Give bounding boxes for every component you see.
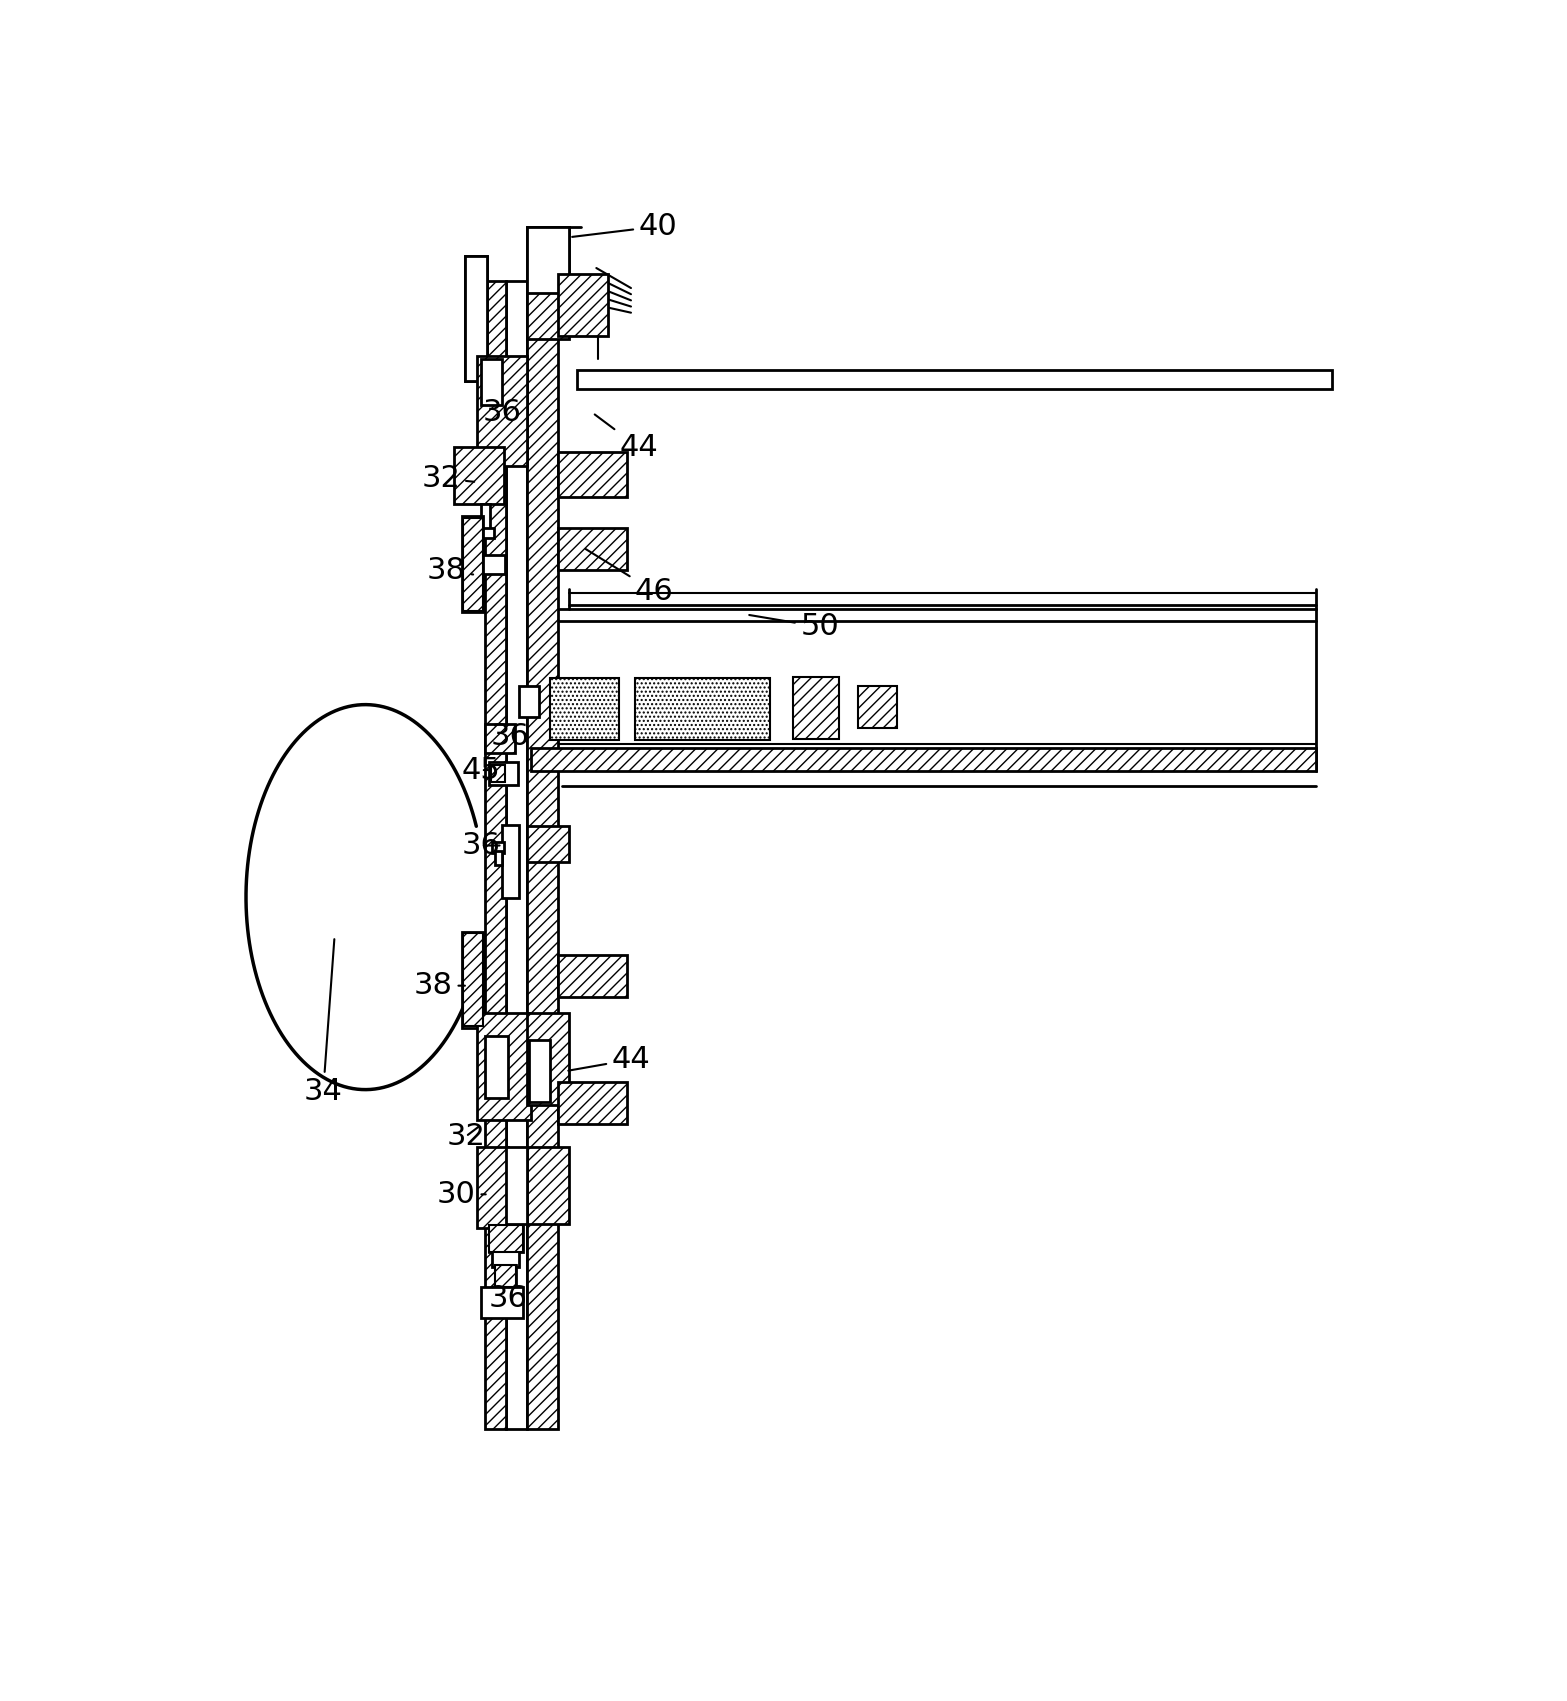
Text: 38: 38: [414, 971, 465, 1000]
Bar: [489, 1225, 523, 1252]
Bar: [527, 1148, 569, 1225]
Text: 45: 45: [462, 755, 500, 784]
Bar: [527, 228, 569, 338]
Bar: [528, 1041, 550, 1102]
Text: 32: 32: [422, 464, 475, 493]
Text: 36: 36: [490, 721, 530, 750]
Bar: [462, 932, 483, 1027]
Text: 36: 36: [483, 398, 522, 427]
Bar: [454, 447, 505, 505]
Bar: [527, 228, 569, 293]
Bar: [476, 1148, 508, 1228]
Bar: [550, 679, 619, 740]
Bar: [495, 850, 503, 864]
Bar: [495, 1266, 516, 1286]
Bar: [483, 555, 505, 575]
Bar: [558, 452, 627, 497]
Bar: [635, 679, 769, 740]
Bar: [462, 515, 483, 612]
Bar: [793, 677, 838, 738]
Text: 50: 50: [749, 612, 840, 641]
Bar: [476, 356, 527, 466]
Bar: [558, 1082, 627, 1124]
Bar: [464, 517, 483, 611]
Bar: [492, 842, 505, 854]
Bar: [484, 1036, 508, 1099]
Text: 32: 32: [447, 1123, 486, 1152]
Text: 44: 44: [569, 1044, 650, 1073]
Bar: [465, 257, 487, 381]
Bar: [506, 1148, 527, 1225]
Bar: [476, 529, 494, 538]
Bar: [465, 257, 487, 381]
Bar: [519, 686, 539, 716]
Bar: [484, 281, 506, 1429]
Bar: [527, 1012, 569, 1106]
Bar: [484, 725, 516, 754]
Bar: [481, 359, 503, 405]
Bar: [489, 1225, 523, 1252]
Bar: [531, 748, 1316, 771]
Bar: [558, 527, 627, 570]
Bar: [490, 765, 505, 782]
Bar: [859, 686, 896, 728]
Bar: [527, 825, 569, 862]
Bar: [503, 825, 519, 898]
Bar: [492, 1249, 519, 1267]
Bar: [489, 762, 517, 786]
Text: 34: 34: [304, 939, 343, 1106]
Bar: [464, 934, 483, 1026]
Text: 38: 38: [426, 556, 473, 585]
Bar: [481, 1286, 523, 1318]
Text: 30: 30: [437, 1180, 486, 1209]
Text: 44: 44: [595, 415, 658, 463]
Text: 36: 36: [462, 832, 500, 861]
Bar: [558, 954, 627, 997]
Bar: [506, 281, 527, 1429]
Bar: [481, 505, 490, 532]
Text: 46: 46: [586, 549, 674, 606]
Bar: [577, 369, 1332, 390]
Text: 36: 36: [489, 1284, 527, 1313]
Bar: [527, 281, 558, 1429]
Bar: [495, 1266, 516, 1286]
Text: 40: 40: [572, 213, 677, 242]
Bar: [476, 1012, 531, 1121]
Bar: [558, 274, 608, 335]
